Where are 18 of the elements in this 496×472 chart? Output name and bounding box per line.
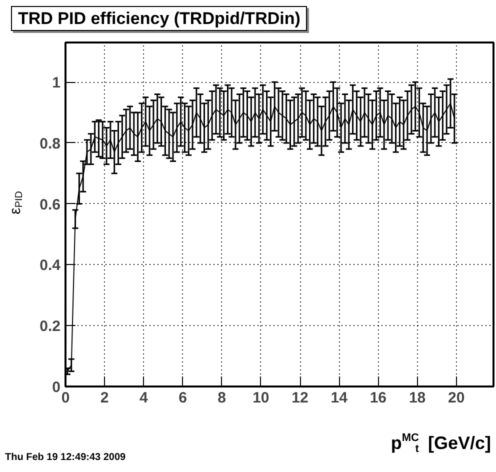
x-tick-label: 14: [330, 390, 348, 406]
x-tick-label: 4: [140, 390, 148, 406]
x-tick-label: 12: [292, 390, 308, 406]
y-tick-label: 0: [52, 379, 60, 396]
x-tick-label: 6: [178, 390, 187, 406]
y-tick-label: 0.8: [40, 135, 61, 152]
chart-title: TRD PID efficiency (TRDpid/TRDin): [11, 6, 308, 31]
x-tick-label: 8: [218, 390, 226, 406]
x-tick-label: 2: [100, 390, 109, 406]
y-tick-label: 0.6: [40, 196, 61, 214]
x-tick-label: 10: [252, 390, 270, 406]
y-tick-label: 0.2: [40, 318, 61, 336]
x-tick-label: 18: [408, 390, 426, 406]
text: Thu Feb 19 12:49:43 2009: [5, 451, 126, 465]
y-tick-label: 1: [52, 74, 60, 92]
y-tick-label: 0.4: [40, 257, 62, 274]
x-tick-label: 16: [370, 390, 387, 406]
x-tick-label: 20: [448, 390, 465, 406]
